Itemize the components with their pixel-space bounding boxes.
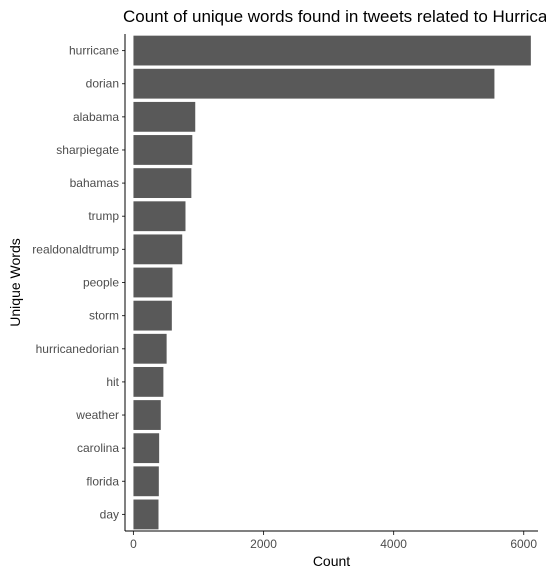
bar-weather [133,400,161,430]
y-tick-label: hit [106,375,119,389]
x-tick-label: 6000 [510,537,537,551]
bar-bahamas [133,168,192,199]
y-tick-label: florida [86,474,119,488]
bar-hurricanedorian [133,333,167,364]
y-tick-label: alabama [73,110,119,124]
x-axis-ticks: 0 2000 4000 6000 [130,531,537,551]
bar-dorian [133,68,495,99]
x-tick-label: 2000 [250,537,277,551]
bar-day [133,499,159,530]
bar-storm [133,300,172,331]
bar-florida [133,466,159,497]
bar-hit [133,366,164,397]
y-tick-label: realdonaldtrump [32,242,119,256]
chart-title: Count of unique words found in tweets re… [123,7,546,26]
bar-sharpiegate [133,135,193,165]
y-tick-label: day [100,507,119,521]
y-tick-label: sharpiegate [56,143,119,157]
y-tick-label: storm [89,309,119,323]
bar-carolina [133,433,160,464]
y-tick-label: trump [88,209,119,223]
x-tick-label: 0 [130,537,137,551]
bars-layer [133,35,531,530]
y-axis-title: Unique Words [7,238,23,326]
y-tick-label: hurricanedorian [36,342,119,356]
y-axis-ticks: hurricanedorianalabamasharpiegatebahamas… [32,44,125,521]
x-axis-title: Count [313,553,350,569]
y-tick-label: hurricane [69,44,119,58]
bar-trump [133,201,186,232]
bar-alabama [133,101,196,132]
x-tick-label: 4000 [380,537,407,551]
y-tick-label: people [83,276,119,290]
bar-hurricane [133,35,531,66]
y-tick-label: bahamas [70,176,119,190]
y-tick-label: dorian [86,77,119,91]
y-tick-label: weather [75,408,119,422]
y-tick-label: carolina [77,441,119,455]
bar-people [133,267,173,298]
bar-realdonaldtrump [133,234,183,265]
